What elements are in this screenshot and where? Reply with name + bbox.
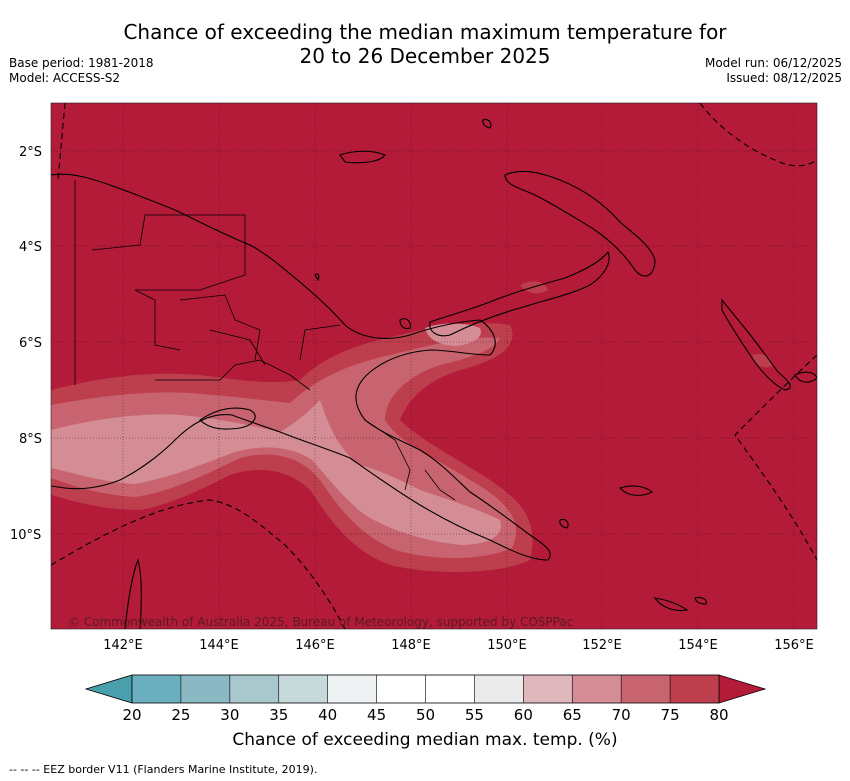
province-boundaries — [74, 180, 456, 501]
lon-label-146e: 146°E — [295, 638, 335, 653]
colorbar-tick-label: 40 — [318, 706, 337, 724]
colorbar-segment — [180, 675, 231, 703]
colorbar-tick-label: 30 — [220, 706, 239, 724]
small-island-4 — [559, 519, 569, 529]
title-line-2: 20 to 26 December 2025 — [299, 44, 551, 68]
eez-footer-note: -- -- -- EEZ border V11 (Flanders Marine… — [9, 763, 318, 776]
colorbar-tick-label: 45 — [367, 706, 386, 724]
fly-river-delta — [199, 407, 256, 430]
colorbar-tick-label: 75 — [661, 706, 680, 724]
map-area: © Commonwealth of Australia 2025, Bureau… — [51, 103, 817, 629]
copyright-notice: © Commonwealth of Australia 2025, Bureau… — [68, 615, 573, 629]
colorbar-below-arrow — [84, 674, 133, 704]
colorbar: 20 25 30 35 40 45 50 55 60 65 70 75 80 — [84, 674, 767, 724]
model-name: Model: ACCESS-S2 — [9, 71, 121, 85]
colorbar-segment — [621, 675, 671, 703]
small-island-5 — [694, 596, 707, 605]
small-island-3 — [399, 318, 411, 330]
longitude-labels: 142°E 144°E 146°E 148°E 150°E 152°E 154°… — [103, 638, 814, 653]
choiseul — [794, 371, 817, 383]
colorbar-segments — [132, 675, 720, 703]
meta-left: Base period: 1981-2018 Model: ACCESS-S2 — [9, 56, 154, 86]
eez-borders — [51, 103, 817, 629]
colorbar-frame — [131, 674, 720, 704]
map-frame — [50, 102, 818, 630]
colorbar-tick-label: 25 — [171, 706, 190, 724]
new-ireland — [504, 170, 656, 277]
colorbar-tick-label: 35 — [269, 706, 288, 724]
lat-label-10s: 10°S — [10, 528, 41, 543]
woodlark-island — [619, 485, 653, 496]
lat-label-2s: 2°S — [19, 145, 42, 160]
lat-label-4s: 4°S — [19, 240, 42, 255]
colorbar-segment — [425, 675, 475, 703]
band-65 — [51, 400, 501, 545]
colorbar-title: Chance of exceeding median max. temp. (%… — [232, 730, 618, 750]
colorbar-tick-label: 80 — [709, 706, 728, 724]
colorbar-tick-label: 60 — [514, 706, 533, 724]
colorbar-segment — [572, 675, 622, 703]
coastlines — [51, 119, 817, 629]
colorbar-segment — [132, 675, 182, 703]
colorbar-tick-label: 65 — [563, 706, 582, 724]
meta-right: Model run: 06/12/2025 Issued: 08/12/2025 — [705, 56, 842, 86]
base-period: Base period: 1981-2018 — [9, 56, 154, 70]
lon-label-144e: 144°E — [199, 638, 239, 653]
map-title: Chance of exceeding the median maximum t… — [0, 20, 850, 68]
issued-date: Issued: 08/12/2025 — [726, 71, 842, 85]
new-britain — [429, 250, 610, 337]
colorbar-tick-label: 20 — [122, 706, 141, 724]
lon-label-152e: 152°E — [582, 638, 622, 653]
colorbar-segment — [229, 675, 280, 703]
colorbar-tick-label: 70 — [612, 706, 631, 724]
new-guinea-coast — [51, 173, 551, 561]
colorbar-segment — [376, 675, 426, 703]
graticule — [51, 103, 817, 629]
manus-island — [339, 150, 386, 164]
latitude-labels: 2°S 4°S 6°S 8°S 10°S — [10, 145, 42, 543]
title-line-1: Chance of exceeding the median maximum t… — [123, 20, 727, 44]
colorbar-segment — [278, 675, 328, 703]
lon-label-150e: 150°E — [487, 638, 527, 653]
cape-york — [124, 558, 142, 629]
colorbar-tick-label: 55 — [465, 706, 484, 724]
colorbar-segment — [523, 675, 573, 703]
lon-label-142e: 142°E — [103, 638, 143, 653]
lat-label-8s: 8°S — [19, 432, 42, 447]
small-island-1 — [482, 119, 492, 129]
lon-label-156e: 156°E — [774, 638, 814, 653]
model-run: Model run: 06/12/2025 — [704, 56, 842, 70]
colorbar-tick-labels: 20 25 30 35 40 45 50 55 60 65 70 75 80 — [122, 706, 728, 724]
colorbar-segment — [327, 675, 377, 703]
rossel-island — [653, 597, 689, 612]
lon-label-148e: 148°E — [391, 638, 431, 653]
small-island-2 — [314, 273, 320, 282]
band-65-east — [425, 323, 481, 346]
colorbar-segment — [474, 675, 524, 703]
lat-label-6s: 6°S — [19, 336, 42, 351]
colorbar-above-arrow — [718, 674, 767, 704]
lon-label-154e: 154°E — [678, 638, 718, 653]
colorbar-tick-label: 50 — [416, 706, 435, 724]
colorbar-segment — [670, 675, 720, 703]
bougainville — [721, 298, 791, 391]
